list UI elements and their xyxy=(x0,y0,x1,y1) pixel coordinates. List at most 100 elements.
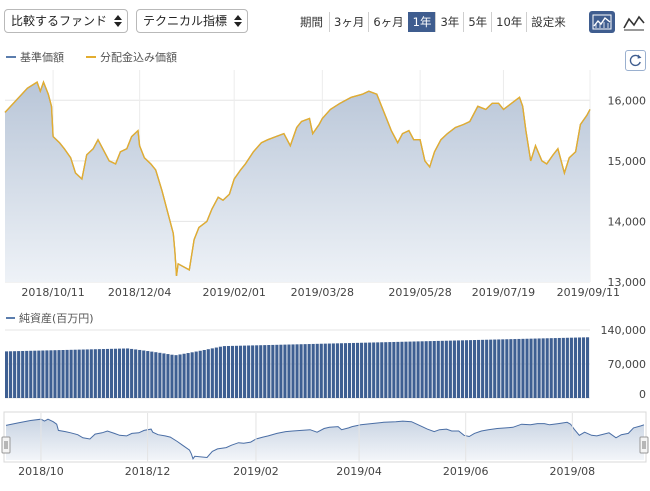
net-assets-bar xyxy=(368,342,372,398)
navigator-area xyxy=(6,419,644,460)
net-assets-bar xyxy=(396,341,400,398)
select-caret-icon xyxy=(234,14,242,28)
navigator[interactable]: 2018/10 2018/12 2019/02 2019/04 2019/06 2019/… xyxy=(1,411,649,478)
net-assets-bar xyxy=(283,344,287,398)
net-assets-bar xyxy=(25,350,29,398)
net-assets-bar xyxy=(392,341,396,398)
net-assets-bar xyxy=(198,350,202,398)
navigator-left-handle[interactable] xyxy=(1,436,11,454)
net-assets-bar xyxy=(315,343,319,398)
net-assets-bar xyxy=(247,345,251,398)
net-assets-bar xyxy=(335,343,339,398)
net-assets-bar xyxy=(89,349,93,398)
navigator-x-tick-label: 2019/02 xyxy=(233,465,279,478)
net-assets-bar xyxy=(585,337,590,398)
net-assets-bar xyxy=(33,350,37,398)
price-x-tick-label: 2019/07/19 xyxy=(472,286,535,299)
net-assets-bar xyxy=(57,350,61,398)
net-assets-bar xyxy=(351,342,356,398)
net-assets-bar xyxy=(150,351,154,398)
net-assets-bar xyxy=(17,351,21,398)
net-assets-bar xyxy=(481,339,485,398)
net-assets-legend: 純資産(百万円) xyxy=(6,312,94,325)
net-assets-bar xyxy=(420,341,424,398)
net-assets-bar xyxy=(162,353,166,398)
legend-dividend-price: 分配金込み価額 xyxy=(86,49,177,65)
net-assets-bar xyxy=(485,339,489,398)
price-x-tick-label: 2019/09/11 xyxy=(557,286,620,299)
net-assets-bar xyxy=(154,352,158,398)
net-assets-bar xyxy=(251,345,255,398)
net-assets-bar xyxy=(428,341,432,398)
period-3m[interactable]: 3ヶ月 xyxy=(329,12,368,32)
net-assets-bar xyxy=(81,349,85,398)
dividend-price-line xyxy=(4,80,591,276)
navigator-right-handle[interactable] xyxy=(639,436,649,454)
period-3y[interactable]: 3年 xyxy=(435,12,463,32)
net-assets-bar xyxy=(424,341,428,398)
net-assets-bar xyxy=(501,339,505,398)
net-assets-bar xyxy=(178,354,182,398)
legend-dividend-price-label: 分配金込み価額 xyxy=(100,51,177,64)
net-assets-bar xyxy=(537,338,541,398)
net-assets-bar xyxy=(109,348,114,398)
net-assets-bar xyxy=(372,342,376,398)
net-assets-bar xyxy=(287,344,291,398)
compare-fund-select[interactable]: 比較するファンド xyxy=(4,9,128,33)
net-assets-bar xyxy=(5,351,9,398)
net-assets-y-tick-label: 0 xyxy=(639,388,646,401)
net-assets-bar xyxy=(142,350,146,398)
net-assets-bar xyxy=(182,353,186,398)
net-assets-bar xyxy=(505,339,509,398)
net-assets-bar xyxy=(432,341,436,398)
period-1y[interactable]: 1年 xyxy=(407,12,436,32)
net-assets-bar xyxy=(77,349,81,398)
price-x-tick-label: 2019/02/01 xyxy=(202,286,265,299)
period-6m[interactable]: 6ヶ月 xyxy=(368,12,407,32)
select-caret-icon xyxy=(114,14,122,28)
net-assets-bar xyxy=(541,338,545,398)
navigator-x-tick-label: 2019/06 xyxy=(443,465,489,478)
net-assets-bar xyxy=(271,344,275,398)
net-assets-bar xyxy=(489,339,493,398)
net-assets-bar xyxy=(37,350,41,398)
period-since-inception[interactable]: 設定来 xyxy=(526,12,570,32)
net-assets-bar xyxy=(412,341,416,398)
net-assets-bar xyxy=(218,346,222,398)
net-assets-bar xyxy=(194,351,198,398)
price-y-tick-label: 14,000 xyxy=(608,215,647,228)
net-assets-bar xyxy=(166,354,170,398)
refresh-icon xyxy=(629,54,642,67)
net-assets-bar xyxy=(460,340,465,398)
legend-swatch-dividend xyxy=(86,56,96,58)
net-assets-bar xyxy=(101,349,105,398)
net-assets-bar xyxy=(73,349,77,398)
net-assets-bar xyxy=(134,349,138,398)
line-chart-button[interactable] xyxy=(621,11,647,33)
net-assets-bar xyxy=(117,348,122,398)
period-10y[interactable]: 10年 xyxy=(491,12,526,32)
technical-indicator-select[interactable]: テクニカル指標 xyxy=(136,9,248,33)
net-assets-bar xyxy=(210,348,214,398)
net-assets-bar xyxy=(49,350,53,398)
period-selector: 期間 3ヶ月 6ヶ月 1年 3年 5年 10年 設定来 xyxy=(300,12,570,32)
net-assets-bar xyxy=(113,348,118,398)
net-assets-bar xyxy=(126,348,130,398)
price-y-axis: 13,000 14,000 15,000 16,000 xyxy=(608,94,647,289)
net-assets-bar xyxy=(513,339,517,398)
net-assets-bar xyxy=(234,345,239,398)
net-assets-bar xyxy=(311,343,315,398)
net-assets-bar xyxy=(473,340,477,398)
net-assets-bar xyxy=(93,349,97,398)
net-assets-bar xyxy=(452,340,456,398)
net-assets-y-tick-label: 70,000 xyxy=(608,358,647,371)
area-chart-button[interactable] xyxy=(589,11,615,33)
navigator-line xyxy=(5,418,645,460)
refresh-button[interactable] xyxy=(625,50,646,71)
compare-fund-select-label: 比較するファンド xyxy=(11,14,108,28)
period-5y[interactable]: 5年 xyxy=(463,12,491,32)
net-assets-bar xyxy=(376,342,380,398)
net-assets-bar xyxy=(85,349,89,398)
net-assets-bar xyxy=(65,349,69,398)
net-assets-bar xyxy=(497,339,501,398)
